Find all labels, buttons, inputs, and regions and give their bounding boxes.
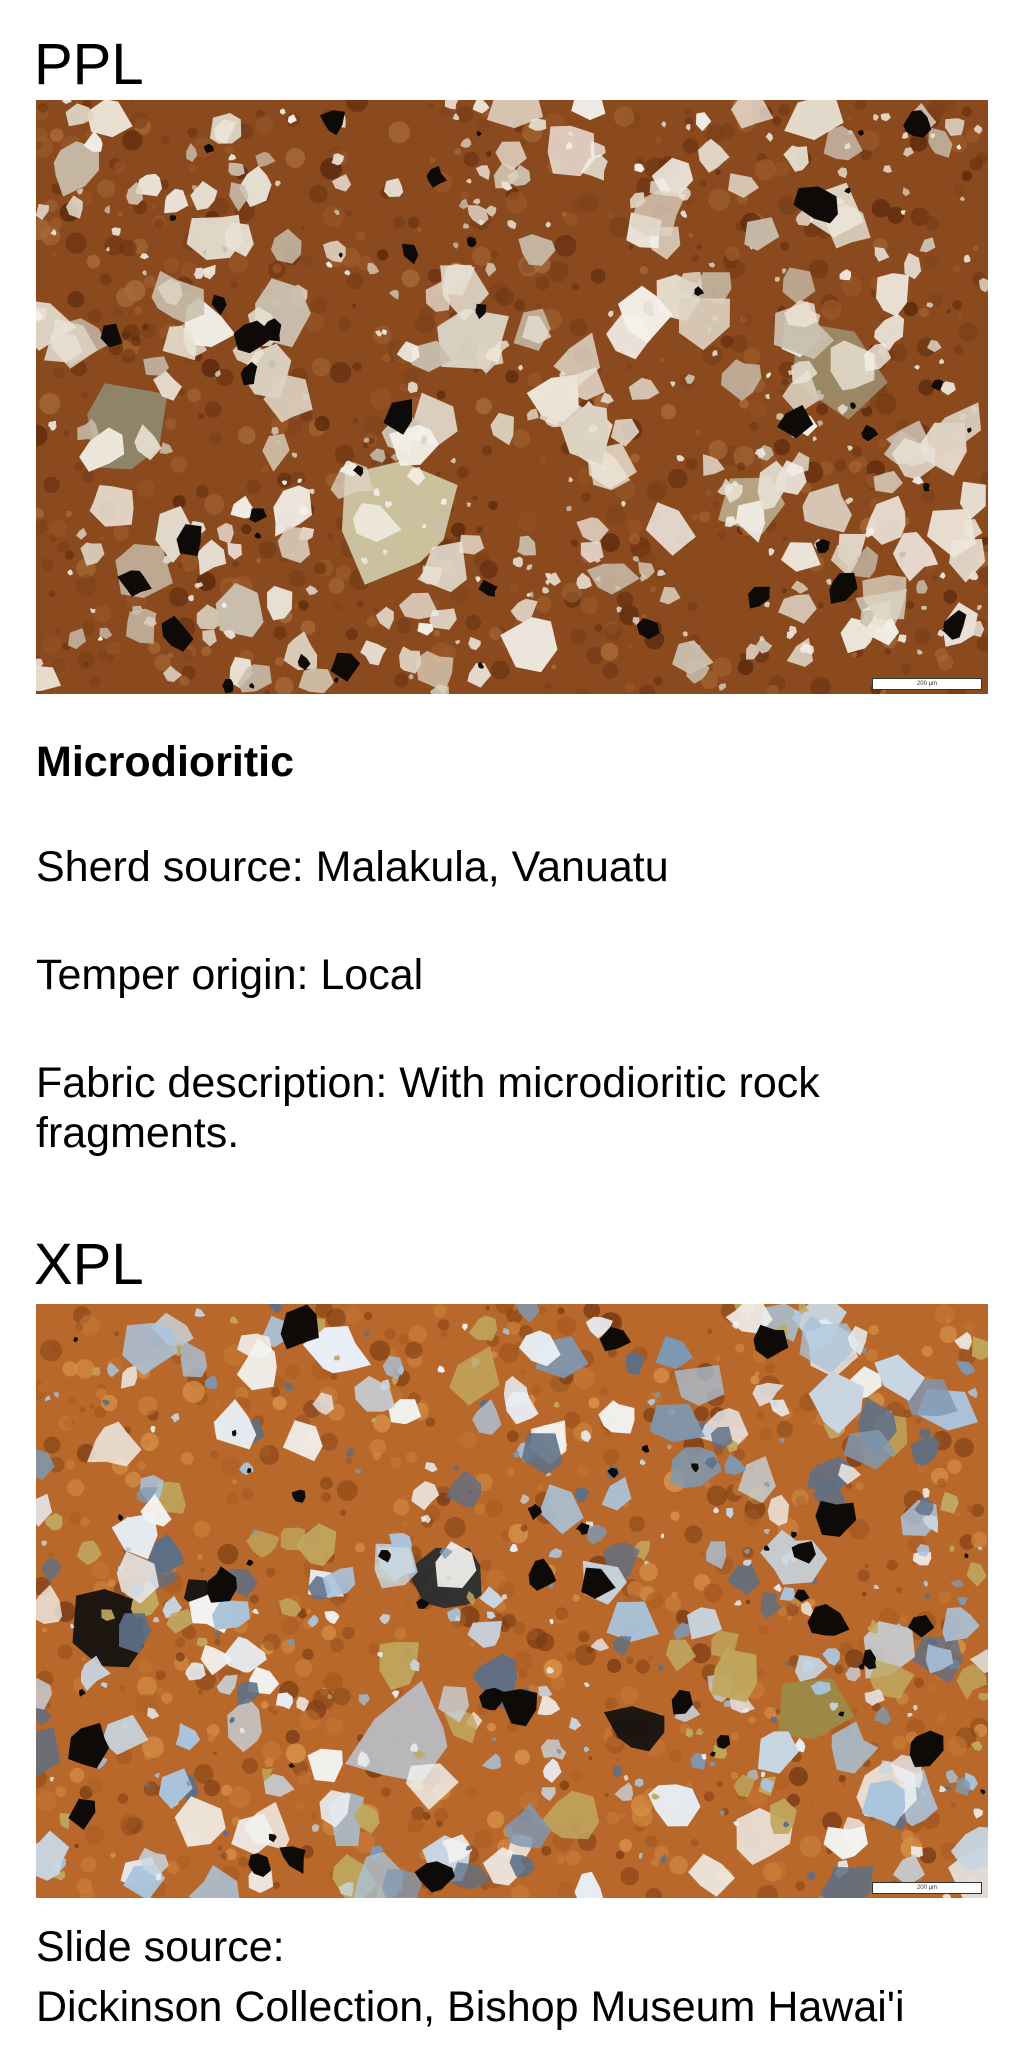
ppl-scale-bar: 200 µm [872, 678, 982, 690]
ppl-micrograph: 200 µm [36, 100, 988, 694]
temper-origin: Temper origin: Local [36, 951, 424, 999]
slide-source-value: Dickinson Collection, Bishop Museum Hawa… [36, 1983, 905, 2031]
fabric-description: Fabric description: With microdioritic r… [36, 1059, 820, 1157]
ppl-micrograph-drawing [36, 100, 988, 694]
sherd-source: Sherd source: Malakula, Vanuatu [36, 843, 669, 891]
ppl-heading: PPL [34, 32, 144, 97]
slide-source-label: Slide source: [36, 1923, 285, 1971]
xpl-micrograph: 200 µm [36, 1304, 988, 1898]
xpl-micrograph-drawing [36, 1304, 988, 1898]
fabric-name: Microdioritic [36, 738, 295, 786]
xpl-scale-bar: 200 µm [872, 1882, 982, 1894]
xpl-heading: XPL [34, 1232, 144, 1297]
